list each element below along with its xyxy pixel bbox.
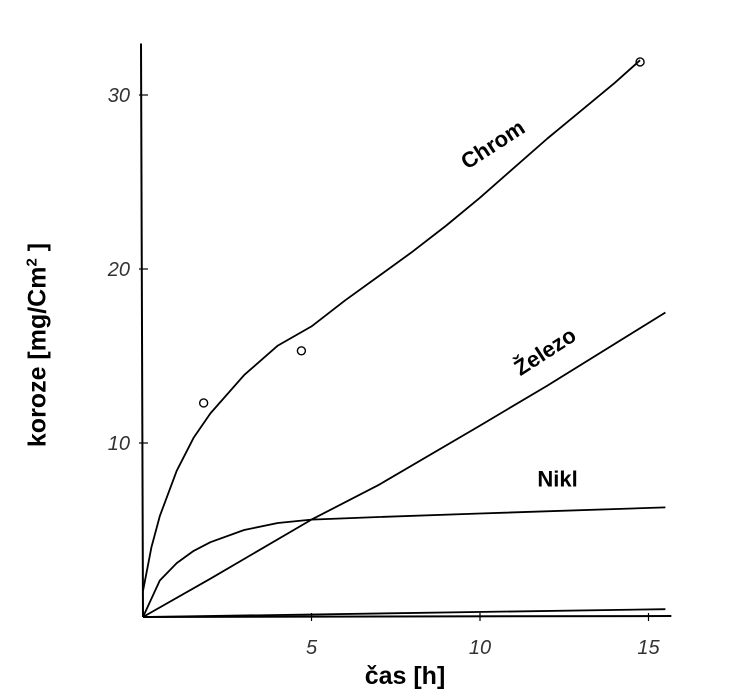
y-axis-title: koroze [mg/Cm2 ] [23, 243, 52, 447]
series-label-0: Chrom [456, 115, 529, 175]
x-axis-title: čas [h] [365, 662, 446, 690]
data-marker [198, 398, 209, 408]
y-axis-title-suffix: ] [23, 242, 52, 259]
y-tick-label: 30 [108, 85, 130, 107]
data-marker [635, 57, 645, 67]
series-line-3 [142, 608, 666, 618]
data-marker [296, 346, 307, 356]
x-tick-label: 15 [637, 637, 660, 659]
series-line-2 [142, 506, 666, 618]
y-axis-title-sup: 2 [23, 258, 41, 267]
y-axis-line [140, 43, 144, 618]
data-markers [198, 57, 645, 408]
x-tick-label: 10 [469, 637, 491, 659]
y-tick-label: 10 [108, 433, 130, 455]
axes [140, 43, 672, 618]
series-line-0 [142, 59, 641, 592]
series-label-2: Nikl [537, 467, 577, 492]
x-tick-label: 5 [306, 637, 318, 659]
series-line-1 [142, 311, 666, 618]
ticks: 5 10 15 10 20 30 [107, 85, 661, 659]
y-axis-title-prefix: koroze [mg/Cm [23, 266, 52, 448]
x-axis-line [142, 615, 672, 618]
y-tick-label: 20 [107, 259, 130, 281]
series-lines [142, 59, 666, 618]
